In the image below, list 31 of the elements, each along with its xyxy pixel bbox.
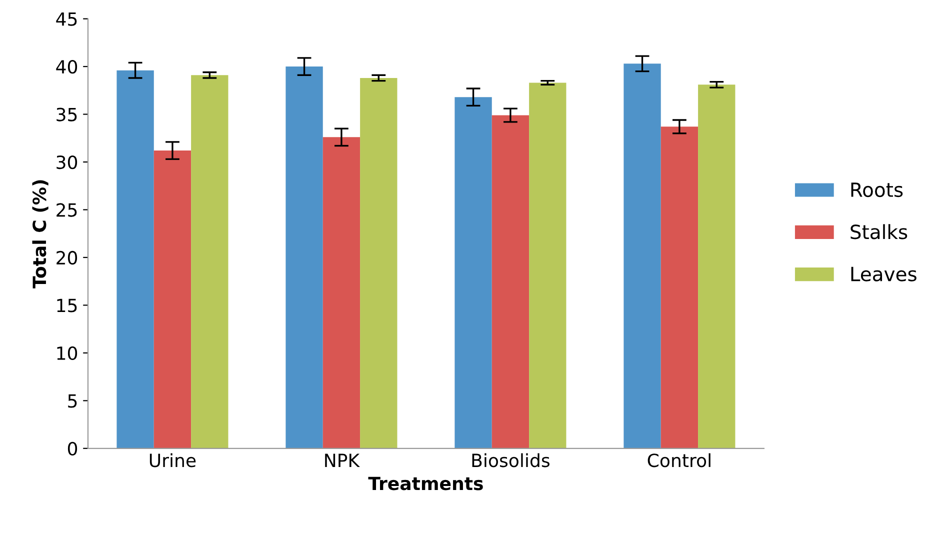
x-tick-label: Biosolids <box>472 453 550 468</box>
legend-label: Roots <box>851 182 903 198</box>
y-tick-label: 45 <box>56 12 77 26</box>
y-tick-label: 25 <box>56 203 77 217</box>
x-axis-title: Treatments <box>368 476 483 490</box>
y-tick-label: 15 <box>57 298 77 312</box>
y-tick-label: 10 <box>57 346 78 360</box>
bar <box>191 75 228 448</box>
y-tick-label: 35 <box>56 108 77 122</box>
legend-label: Stalks <box>850 224 908 240</box>
bar <box>154 150 192 448</box>
bar <box>660 126 698 448</box>
y-tick-label: 0 <box>68 442 78 456</box>
bar <box>286 66 323 448</box>
bar <box>360 78 398 448</box>
legend-label: Leaves <box>851 266 916 282</box>
bar <box>529 82 566 448</box>
bar <box>454 97 492 448</box>
y-tick-label: 40 <box>56 60 78 74</box>
y-tick-label: 30 <box>56 155 78 170</box>
bar <box>698 84 736 448</box>
y-tick-label: 20 <box>56 250 78 265</box>
bar <box>116 70 154 448</box>
x-tick-label: Urine <box>150 453 196 468</box>
x-tick-label: Control <box>648 453 710 468</box>
y-tick-label: 5 <box>68 394 77 408</box>
bar <box>492 115 530 448</box>
y-axis-title: Total C (%) <box>32 180 48 288</box>
bar <box>624 64 661 448</box>
bar <box>322 137 360 448</box>
x-tick-label: NPK <box>325 454 360 467</box>
